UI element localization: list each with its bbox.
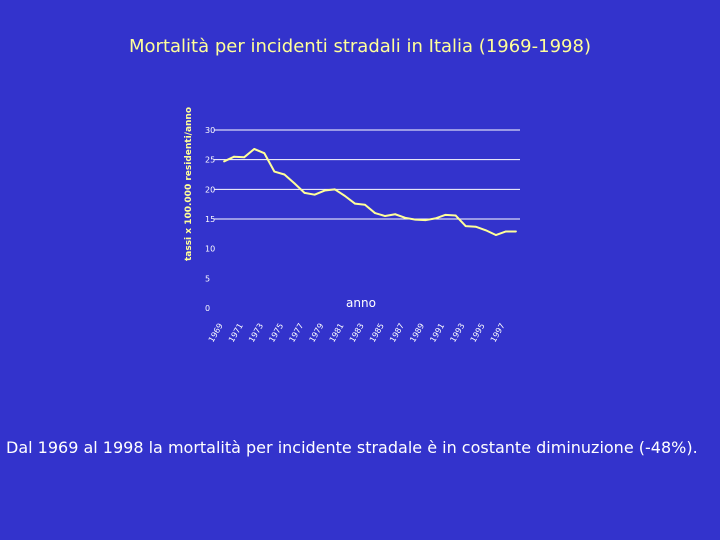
x-tick-labels: 1969 1971 1973 1975 1977 1979 1981 1983 1985 1987… bbox=[207, 322, 507, 344]
x-tick-label: 1991 bbox=[428, 322, 446, 344]
y-tick-label: 10 bbox=[205, 245, 215, 254]
data-point bbox=[323, 189, 326, 192]
data-point bbox=[233, 155, 235, 158]
data-point bbox=[313, 193, 316, 196]
y-tick-label: 30 bbox=[205, 126, 215, 135]
data-point bbox=[333, 188, 336, 191]
x-tick-label: 1989 bbox=[408, 322, 426, 344]
data-point bbox=[424, 219, 427, 222]
slide-caption: Dal 1969 al 1998 la mortalità per incide… bbox=[6, 438, 698, 457]
y-tick-label: 20 bbox=[205, 185, 215, 194]
x-tick-label: 1977 bbox=[287, 322, 305, 344]
x-tick-label: 1985 bbox=[368, 322, 386, 344]
y-tick-label: 5 bbox=[205, 274, 210, 283]
data-point bbox=[343, 194, 346, 197]
data-point bbox=[505, 230, 507, 233]
data-point bbox=[283, 173, 286, 176]
x-tick-label: 1979 bbox=[308, 322, 326, 344]
slide-title: Mortalità per incidenti stradali in Ital… bbox=[129, 36, 591, 57]
data-point bbox=[444, 213, 447, 216]
series-layer bbox=[223, 147, 517, 237]
data-point bbox=[394, 213, 397, 216]
x-tick-label: 1987 bbox=[388, 322, 406, 344]
x-tick-label: 1993 bbox=[449, 322, 467, 344]
y-axis-label: tassi x 100.000 residenti/anno bbox=[184, 106, 194, 262]
data-point bbox=[494, 234, 497, 236]
data-point bbox=[263, 152, 266, 155]
data-point bbox=[273, 170, 276, 173]
data-point bbox=[243, 156, 246, 159]
grid-layer bbox=[214, 129, 520, 220]
data-point bbox=[384, 215, 387, 217]
data-point bbox=[464, 225, 467, 228]
x-tick-label: 1983 bbox=[348, 322, 366, 344]
x-tick-label: 1971 bbox=[227, 322, 245, 344]
data-point bbox=[303, 191, 306, 194]
data-point bbox=[454, 214, 457, 217]
data-point bbox=[404, 216, 407, 219]
data-point bbox=[515, 230, 517, 233]
y-tick-label: 15 bbox=[205, 215, 215, 224]
x-tick-label: 1973 bbox=[247, 322, 265, 344]
x-tick-label: 1981 bbox=[328, 322, 346, 344]
y-tick-label: 0 bbox=[205, 304, 210, 313]
data-point bbox=[293, 182, 296, 185]
data-point bbox=[434, 217, 437, 220]
data-point bbox=[374, 212, 376, 214]
data-point bbox=[223, 160, 225, 163]
x-tick-label: 1997 bbox=[489, 322, 507, 344]
x-tick-label: 1975 bbox=[267, 322, 285, 344]
x-tick-label: 1995 bbox=[469, 322, 487, 344]
series-line bbox=[223, 147, 516, 237]
y-tick-label: 25 bbox=[205, 156, 215, 165]
data-point bbox=[414, 218, 417, 221]
x-tick-label: 1969 bbox=[207, 322, 225, 344]
data-point bbox=[253, 148, 256, 150]
data-point bbox=[474, 225, 477, 228]
data-point bbox=[484, 229, 487, 232]
data-point bbox=[364, 203, 366, 206]
data-point bbox=[353, 202, 356, 205]
y-tick-labels: 0 5 10 15 20 25 30 bbox=[205, 126, 215, 313]
x-axis-label: anno bbox=[346, 296, 376, 310]
